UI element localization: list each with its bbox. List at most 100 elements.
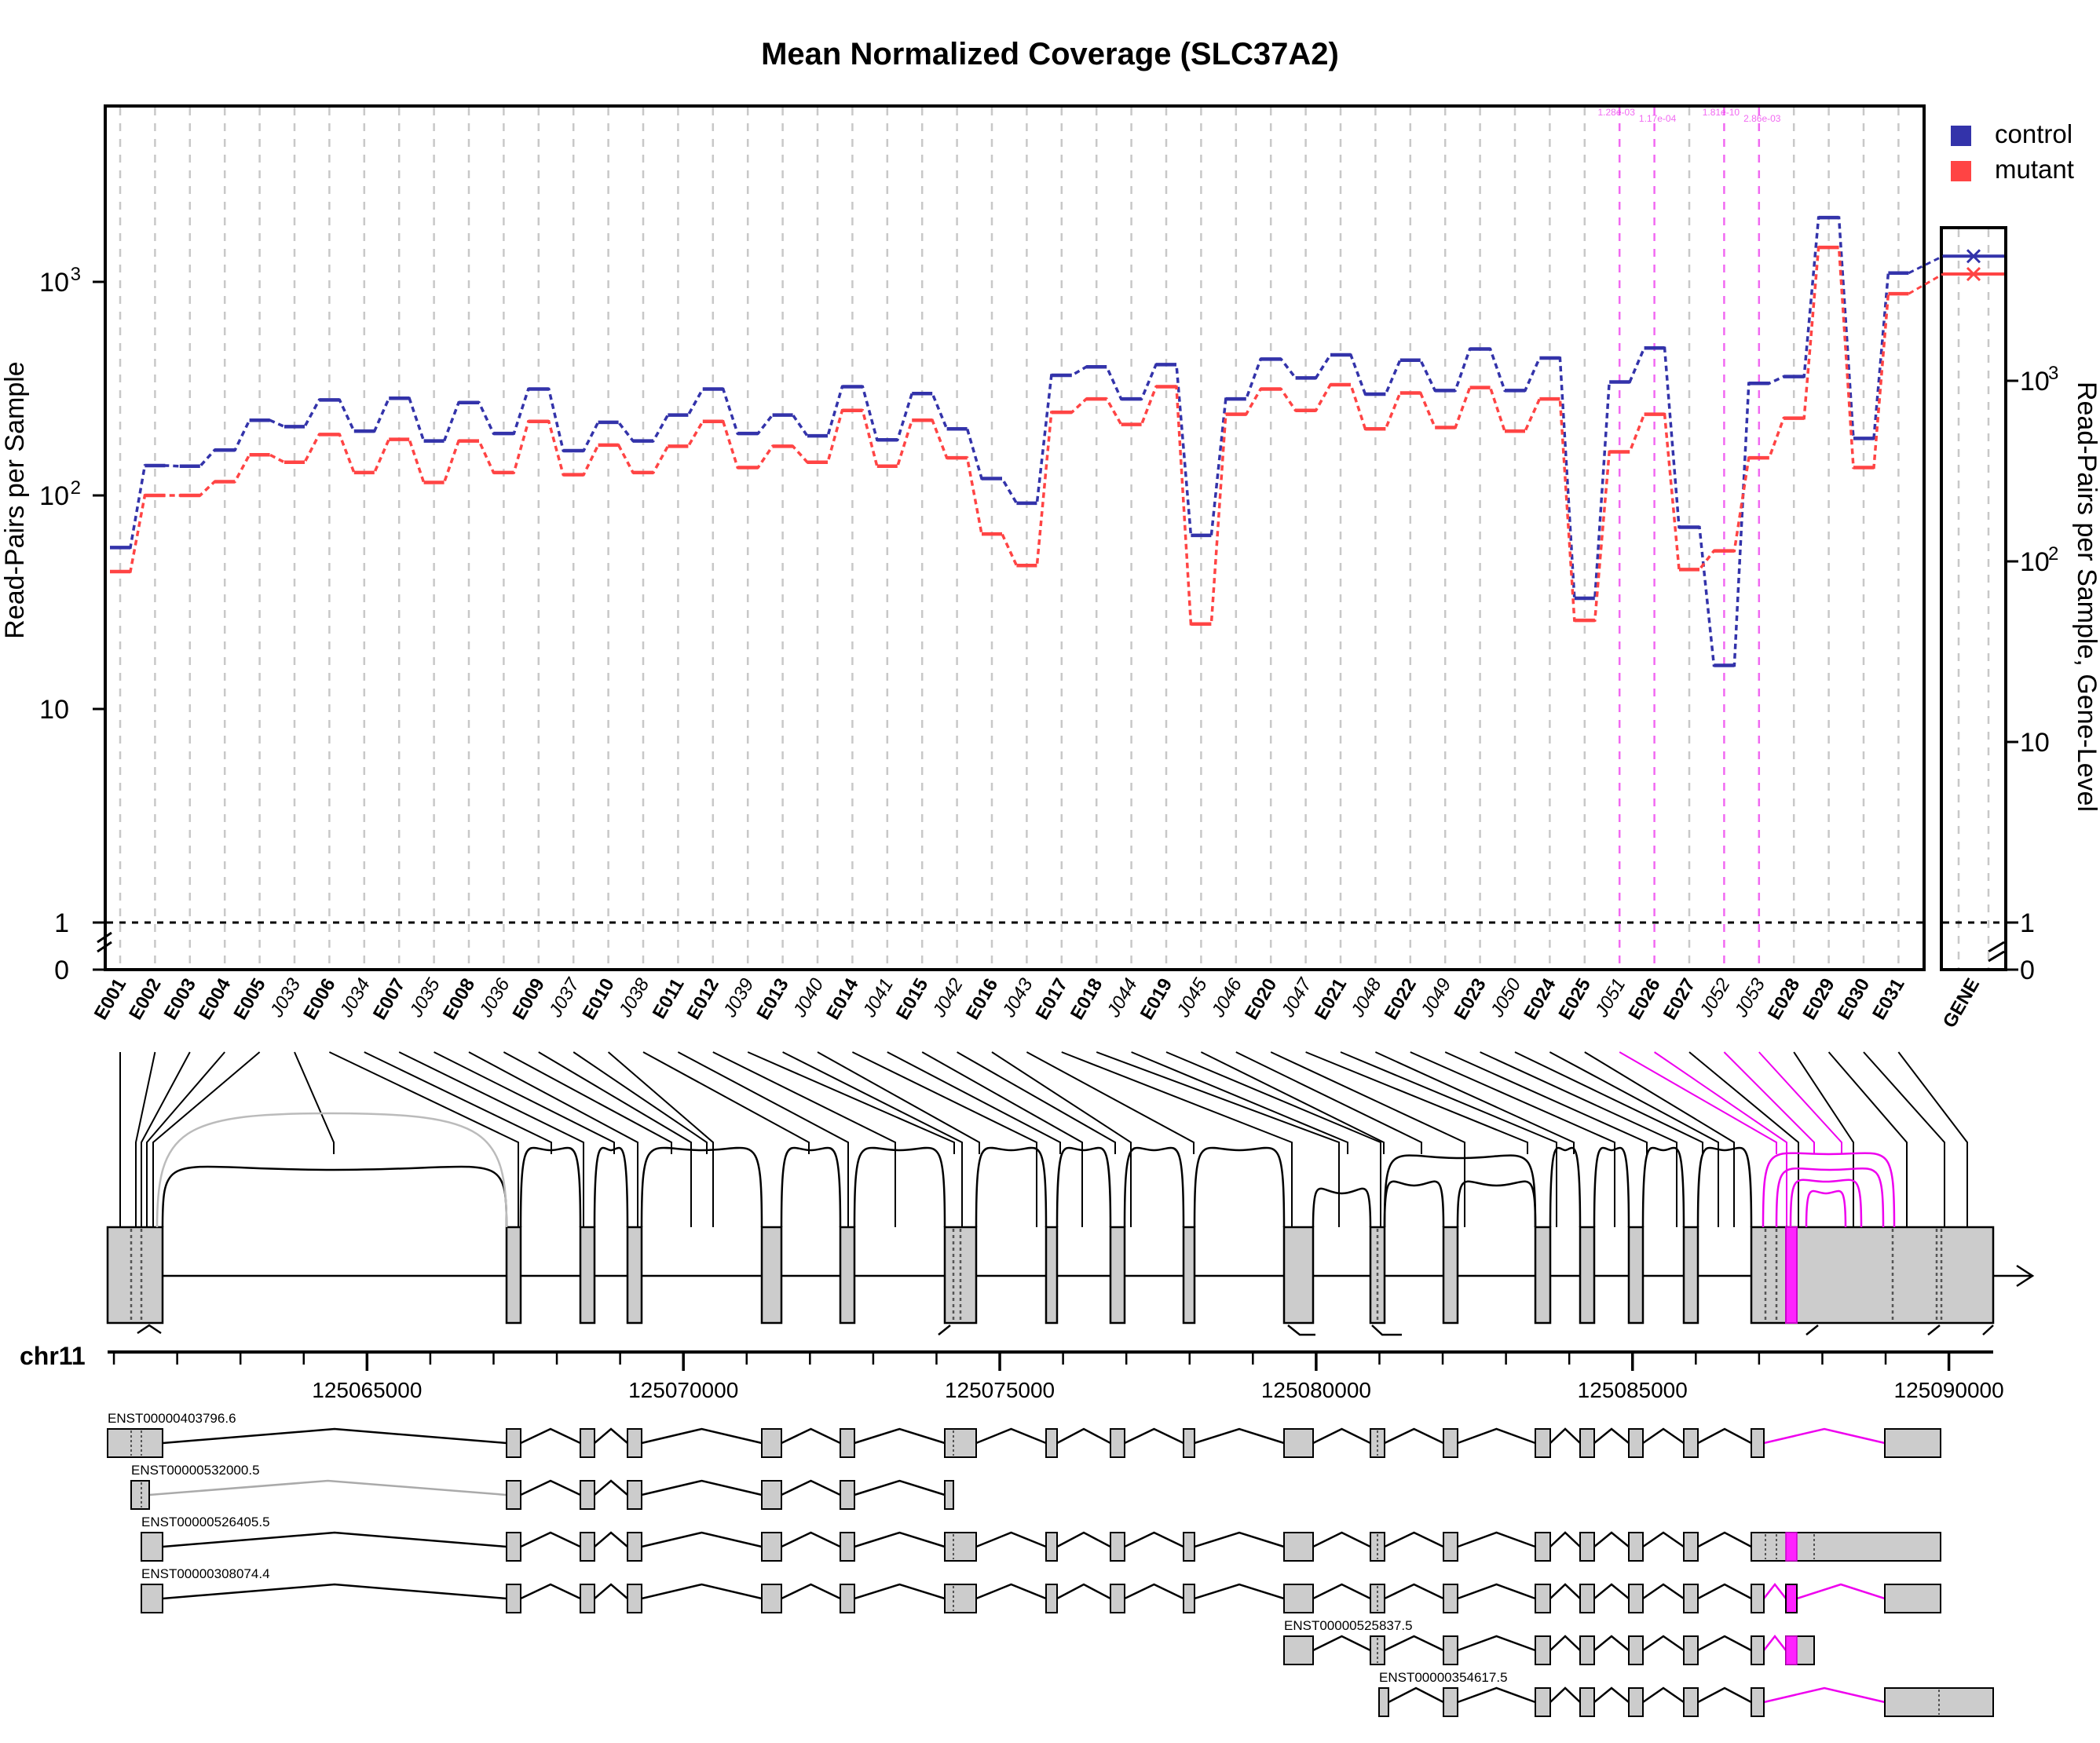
transcript-exon [141,1532,163,1562]
feature-label-e020: E020 [1241,975,1281,1024]
connector-e002 [135,1051,156,1227]
transcript-exon [580,1584,595,1613]
intron-line [1384,1635,1444,1652]
transcript-exon [1683,1428,1699,1458]
transcript-exon [627,1428,642,1458]
intron-line [1593,1686,1630,1703]
transcript-exon [1683,1635,1699,1665]
connector-e014 [851,1051,1037,1227]
feature-label-e019: E019 [1136,975,1176,1024]
transcript-exon [1628,1428,1644,1458]
intron-line [1549,1583,1581,1599]
intron-line [1457,1531,1536,1548]
feature-label-e021: E021 [1311,975,1351,1024]
connector-e025 [1584,1051,1735,1227]
intron-line [1697,1635,1752,1652]
transcript-exon [944,1532,977,1562]
coord-tick-label: 125070000 [628,1378,738,1402]
intron-line [854,1479,946,1496]
y2-tick-label: 10 [2020,367,2050,396]
transcript-exon [840,1480,855,1510]
transcript-exon [944,1480,954,1510]
intron-line [1384,1583,1444,1600]
sig-label-j051: 1.28e-03 [1598,107,1636,118]
transcript-exon [627,1480,642,1510]
transcript-exon [1045,1428,1058,1458]
connector-e031 [1897,1051,1968,1227]
transcript-exon [506,1428,521,1458]
intron-line [594,1583,628,1599]
intron-line [520,1583,581,1600]
y-axis-label: Read-Pairs per Sample [0,361,30,638]
transcript-exon [1110,1428,1125,1458]
transcript-exon [580,1428,595,1458]
transcript-exon [1628,1532,1644,1562]
intron-line [781,1479,841,1496]
transcript-exon [1884,1428,1941,1458]
transcript-exon [1683,1532,1699,1562]
chromosome-label: chr11 [20,1342,86,1370]
transcript-exon [506,1480,521,1510]
intron-line [975,1531,1047,1548]
connector-e026 [1654,1051,1787,1227]
feature-label-e011: E011 [649,975,689,1023]
intron-line [1388,1686,1444,1704]
intron-line [1124,1531,1184,1548]
significant-exon-fill [1785,1532,1798,1562]
intron-line [1549,1531,1581,1548]
gene-y-axis-label: Read-Pairs per Sample, Gene-Level [2072,382,2100,812]
sig-junction-arc-4 [1805,1189,1847,1228]
intron-line [1697,1583,1752,1600]
gene-model [106,1112,2035,1336]
feature-labels: E001E002E003E004E005J033E006J034E007J035… [90,974,1984,1032]
transcript-exon [1628,1635,1644,1665]
feature-label-e014: E014 [822,974,863,1024]
transcript-track-1: ENST00000403796.6 [107,1411,1941,1458]
intron-line [1697,1686,1752,1704]
main-plot-frame [104,104,1926,971]
intron-line [781,1427,841,1445]
exon-box-2 [505,1226,522,1325]
connector-e013 [782,1051,963,1227]
intron-line [854,1583,946,1600]
transcript-exon [627,1584,642,1613]
intron-line [520,1479,581,1496]
coord-tick-label: 125085000 [1578,1378,1688,1402]
junction-arc-7 [975,1146,1048,1228]
transcript-track-4: ENST00000308074.4 [141,1566,1941,1613]
legend: control mutant [1951,119,2074,184]
model-hook-4 [1371,1325,1402,1336]
intron-line [1312,1583,1371,1600]
y-tick-label: 0 [54,956,69,985]
transcript-exon [1283,1584,1314,1613]
connector-e020 [1270,1051,1465,1227]
series-line-mutant [110,246,1909,626]
intron-line [594,1531,628,1548]
transcript-exon [506,1584,521,1613]
transcript-exon [1579,1635,1595,1665]
connector-j045 [1200,1051,1385,1154]
feature-label-j040: J040 [788,974,828,1021]
junction-arc-5 [780,1146,842,1228]
transcript-exon [627,1532,642,1562]
connector-e007 [398,1051,584,1227]
sig-label-j053: 2.86e-03 [1743,113,1781,124]
connector-j048 [1374,1051,1575,1154]
connector-e008 [468,1051,638,1227]
junction-arc-18 [1696,1146,1753,1228]
significant-exon-fill [1785,1635,1798,1665]
transcript-exon [1579,1687,1595,1717]
feature-label-j052: J052 [1696,975,1735,1021]
transcript-exon [1045,1532,1058,1562]
intron-line [1312,1531,1371,1548]
connector-j052 [1723,1051,1815,1154]
intron-line [1194,1531,1285,1548]
junction-arc-8 [1055,1146,1112,1228]
y2-tick-label: 1 [2020,908,2035,938]
coord-tick-label: 125065000 [312,1378,422,1402]
transcript-track-2: ENST00000532000.5 [130,1463,954,1510]
transcript-id: ENST00000403796.6 [108,1411,236,1426]
exon-box-13 [1442,1226,1459,1325]
intron-line [975,1583,1047,1600]
